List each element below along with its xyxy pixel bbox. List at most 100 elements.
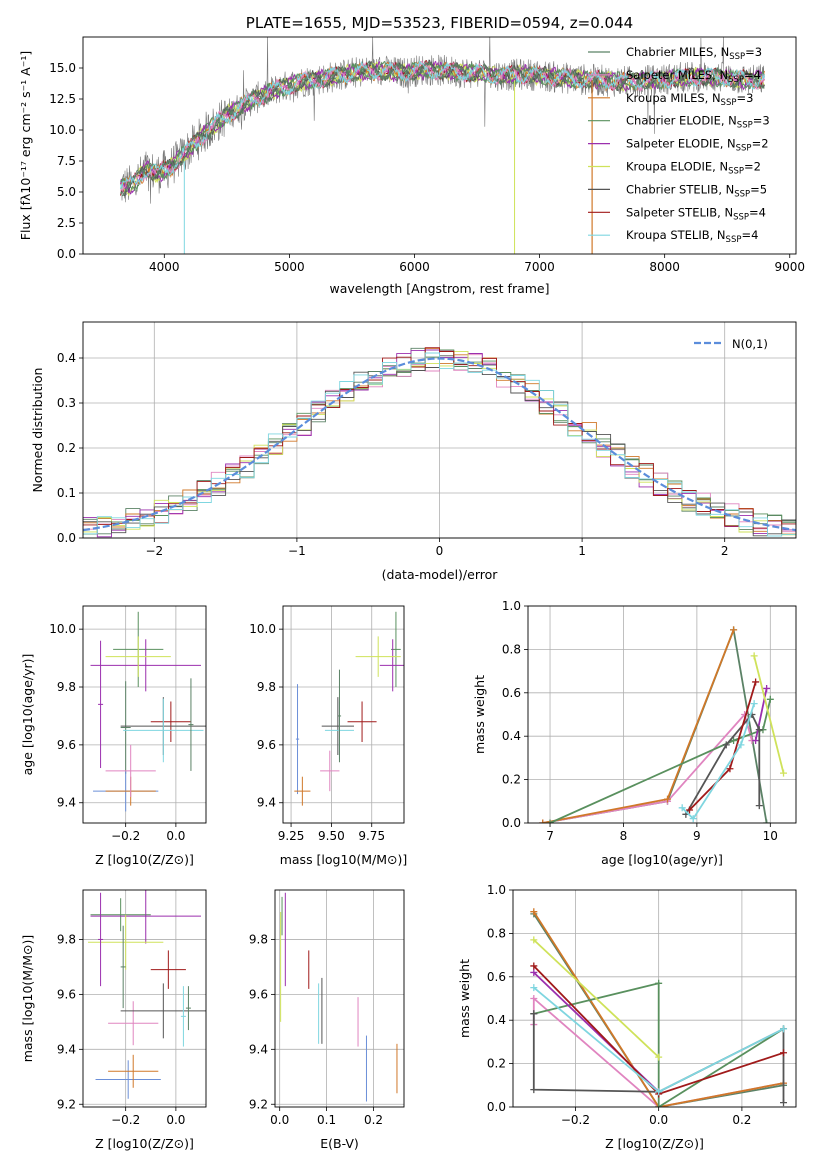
weights-vs-Z-panel: −0.2 0.0 0.2 0.0 0.2 0.4 0.6 0.8 1.0 Z [log10(Z/Z… xyxy=(457,883,797,1151)
residuals-ytick-label: 0.0 xyxy=(57,531,76,545)
age-vs-mass-xtick-label: 9.50 xyxy=(318,829,345,843)
weights-vs-age-ylabel: mass weight xyxy=(472,675,487,754)
mass-vs-EBV-ytick-label: 9.4 xyxy=(249,1042,268,1056)
age-vs-Z-ytick-label: 9.4 xyxy=(57,796,76,810)
weights-vs-Z-point-marker xyxy=(655,1103,663,1107)
weights-vs-Z-point-marker xyxy=(530,984,538,992)
age-vs-Z-xtick-label: 0.0 xyxy=(166,829,185,843)
legend-name: Kroupa STELIB, N xyxy=(626,228,726,242)
mass-vs-EBV-panel: 0.0 0.1 0.2 9.2 9.4 9.6 9.8 E(B-V) xyxy=(249,889,405,1151)
weights-vs-age-point-marker xyxy=(730,737,738,745)
mass-vs-Z-ytick-label: 9.8 xyxy=(57,932,76,946)
weights-vs-age-series-line xyxy=(681,703,755,821)
weights-vs-age-point-marker xyxy=(737,741,745,749)
legend-suffix: =3 xyxy=(753,114,770,128)
residuals-data xyxy=(83,347,796,538)
weights-vs-age-ytick-label: 0.6 xyxy=(502,686,521,700)
mass-vs-Z-xtick-label: −0.2 xyxy=(111,1113,140,1127)
age-vs-Z-xlabel: Z [log10(Z/Z⊙)] xyxy=(95,852,194,867)
spectrum-xlabel: wavelength [Angstrom, rest frame] xyxy=(329,281,549,296)
weights-vs-Z-point-marker xyxy=(530,995,538,1002)
residuals-ytick-label: 0.2 xyxy=(57,441,76,455)
mass-vs-EBV-xtick-label: 0.2 xyxy=(364,1113,383,1127)
weights-vs-age-point-marker xyxy=(755,802,763,810)
spectrum-ytick-label: 12.5 xyxy=(49,92,76,106)
legend-suffix: =2 xyxy=(744,160,761,174)
spectrum-xtick-label: 6000 xyxy=(399,260,430,274)
spectrum-xtick-label: 5000 xyxy=(274,260,305,274)
legend-name: Chabrier MILES, N xyxy=(626,45,729,59)
age-vs-Z-ytick-label: 9.8 xyxy=(57,680,76,694)
weights-vs-Z-point-marker xyxy=(780,1049,788,1057)
mass-vs-Z-panel: −0.2 0.0 9.2 9.4 9.6 9.8 Z [log10(Z/Z⊙)] mass [… xyxy=(20,889,207,1151)
weights-vs-age-frame xyxy=(527,605,797,824)
residuals-xtick-label: 0 xyxy=(436,544,444,558)
weights-vs-age-ytick-label: 0.8 xyxy=(502,642,521,656)
legend-suffix: =4 xyxy=(744,68,761,82)
spectrum-model-line xyxy=(120,60,765,193)
spectrum-xtick-label: 8000 xyxy=(649,260,680,274)
residuals-histogram xyxy=(83,352,796,538)
mass-vs-Z-data xyxy=(88,890,206,1099)
legend-name: Kroupa ELODIE, N xyxy=(626,160,728,174)
weights-vs-age-ytick-label: 1.0 xyxy=(502,599,521,613)
age-vs-mass-ytick-label: 9.8 xyxy=(257,680,276,694)
residuals-ytick-label: 0.4 xyxy=(57,351,76,365)
weights-vs-age-point-marker xyxy=(750,700,758,708)
weights-vs-age-xlabel: age [log10(age/yr)] xyxy=(601,852,723,867)
spectrum-frame xyxy=(82,36,797,255)
weights-vs-Z-point-marker xyxy=(530,1086,538,1094)
age-vs-Z-frame xyxy=(82,605,207,824)
legend-entry: Kroupa STELIB, NSSP=4 xyxy=(626,228,758,245)
residuals-xtick-label: −2 xyxy=(145,544,163,558)
legend-name: Salpeter MILES, N xyxy=(626,68,728,82)
weights-vs-age-point-marker xyxy=(730,626,738,634)
residuals-ytick-label: 0.3 xyxy=(57,396,76,410)
weights-vs-Z-ytick-label: 0.6 xyxy=(487,970,506,984)
age-vs-Z-ytick-label: 10.0 xyxy=(49,622,76,636)
spectrum-model-line xyxy=(120,60,765,190)
mass-vs-Z-ytick-label: 9.4 xyxy=(57,1042,76,1056)
weights-vs-Z-point-marker xyxy=(530,1010,538,1018)
spectrum-title: PLATE=1655, MJD=53523, FIBERID=0594, z=0… xyxy=(246,14,633,32)
legend-sub: SSP xyxy=(721,98,737,108)
age-vs-mass-xtick-label: 9.25 xyxy=(278,829,305,843)
weights-vs-age-series-line xyxy=(549,699,772,823)
legend-entry: Kroupa ELODIE, NSSP=2 xyxy=(626,160,761,177)
weights-vs-age-panel: 7 8 9 10 0.0 0.2 0.4 0.6 0.8 1.0 age [log10(age/yr… xyxy=(472,599,797,867)
weights-vs-Z-ytick-label: 1.0 xyxy=(487,883,506,897)
legend-entry: Salpeter STELIB, NSSP=4 xyxy=(626,205,766,222)
legend-entry: Chabrier ELODIE, NSSP=3 xyxy=(626,114,770,131)
legend-sub: SSP xyxy=(737,121,753,131)
legend-name: Salpeter ELODIE, N xyxy=(626,137,736,151)
weights-vs-age-ytick-label: 0.2 xyxy=(502,773,521,787)
weights-vs-age-ytick-label: 0.0 xyxy=(502,816,521,830)
age-vs-mass-xlabel: mass [log10(M/M⊙)] xyxy=(280,852,408,867)
weights-vs-Z-point-marker xyxy=(655,1088,663,1096)
spectrum-ytick-label: 0.0 xyxy=(57,247,76,261)
weights-vs-age-xtick-label: 7 xyxy=(546,829,554,843)
weights-vs-Z-point-marker xyxy=(780,1099,788,1107)
weights-vs-Z-point-marker xyxy=(530,936,538,944)
spectrum-ytick-label: 15.0 xyxy=(49,61,76,75)
spectrum-ytick-label: 2.5 xyxy=(57,216,76,230)
age-vs-mass-data xyxy=(294,611,404,806)
weights-vs-Z-ytick-label: 0.8 xyxy=(487,926,506,940)
weights-vs-age-point-marker xyxy=(755,726,763,734)
legend-sub: SSP xyxy=(728,75,744,85)
legend-suffix: =4 xyxy=(741,228,758,242)
legend-sub: SSP xyxy=(729,52,745,62)
weights-vs-age-point-marker xyxy=(763,819,771,823)
age-vs-mass-ytick-label: 9.4 xyxy=(257,796,276,810)
residuals-panel: −2 −1 0 1 2 0.0 0.1 0.2 0.3 0.4 (data-model)/error… xyxy=(30,321,797,582)
weights-vs-Z-xtick-label: −0.2 xyxy=(561,1113,590,1127)
age-vs-mass-xtick-label: 9.75 xyxy=(358,829,385,843)
spectrum-xtick-label: 9000 xyxy=(774,260,805,274)
spectrum-data xyxy=(120,37,765,254)
weights-vs-age-point-marker xyxy=(539,819,547,823)
mass-vs-Z-ytick-label: 9.6 xyxy=(57,987,76,1001)
gaussian-reference-curve xyxy=(83,357,796,532)
weights-vs-age-series-line xyxy=(753,655,785,774)
mass-vs-Z-ytick-label: 9.2 xyxy=(57,1097,76,1111)
